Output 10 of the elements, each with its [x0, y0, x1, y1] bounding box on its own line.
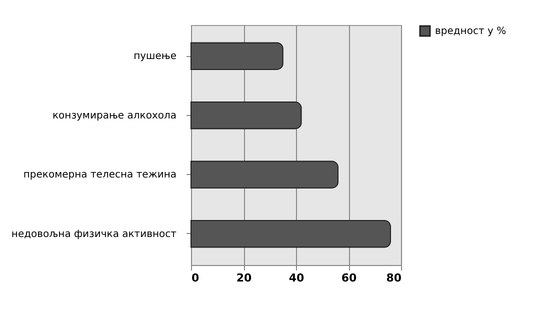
- x-tick-label: 40: [288, 272, 304, 284]
- y-tick-label: недовољна физичка активност: [11, 228, 177, 240]
- x-tick-label: 80: [386, 272, 402, 284]
- x-tick-label: 60: [341, 272, 357, 284]
- y-tick-label: прекомерна телесна тежина: [23, 170, 176, 181]
- x-tick-label: 20: [236, 272, 252, 284]
- y-tick-label: конзумирање алкохола: [52, 110, 176, 122]
- x-tick-label: 0: [192, 272, 200, 284]
- y-tick-label: пушење: [134, 51, 176, 62]
- legend-label: вредност у %: [435, 26, 506, 37]
